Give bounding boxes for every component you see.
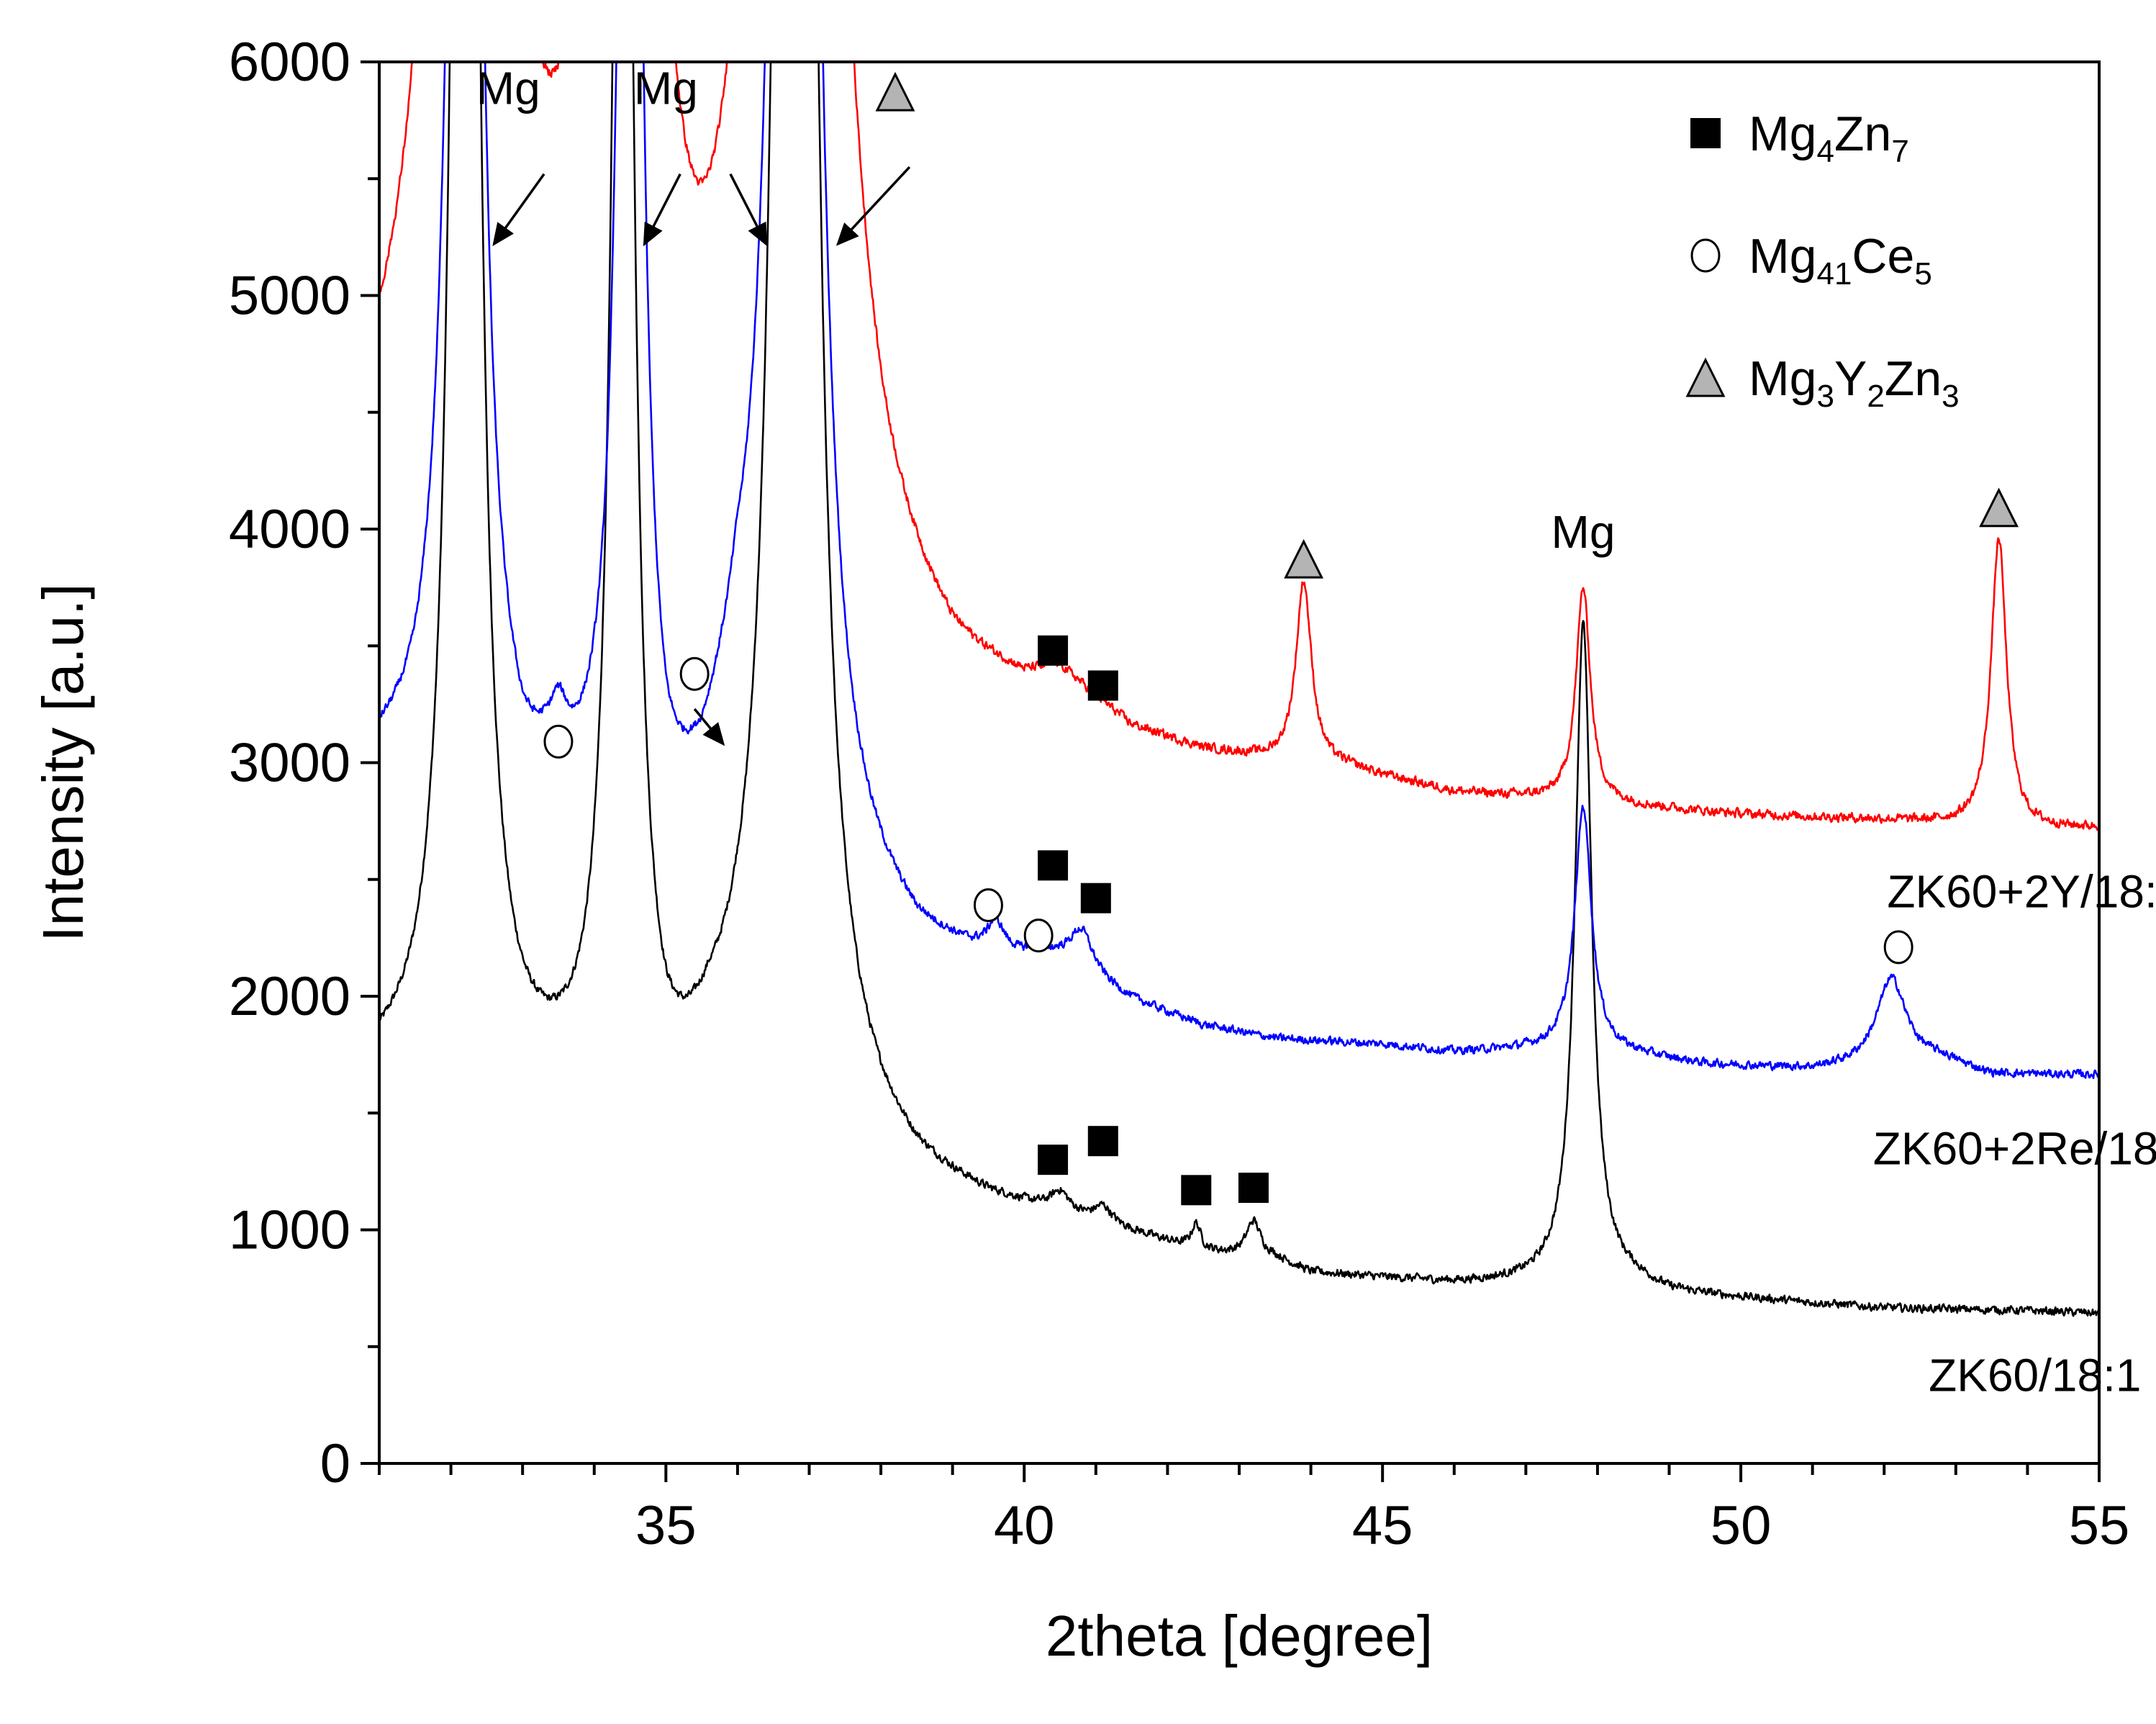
mg4zn7-marker	[1038, 850, 1069, 881]
x-tick-label: 55	[2069, 1495, 2130, 1556]
mg41ce5-marker	[543, 724, 574, 759]
y-axis-title: Intensity [a.u.]	[31, 583, 95, 942]
y-tick-label: 0	[320, 1433, 350, 1494]
ticks-layer	[361, 60, 2101, 1482]
x-tick-label: 35	[635, 1495, 697, 1556]
mg3y2zn3-marker	[875, 71, 915, 112]
mg4zn7-marker	[1038, 1145, 1069, 1175]
y-tick-label: 2000	[229, 966, 350, 1027]
mg4zn7-marker	[1087, 1126, 1118, 1157]
legend-entry-label: Mg41Ce5	[1749, 229, 1932, 292]
series-line	[379, 62, 2099, 832]
legend-entry-label: Mg4Zn7	[1749, 107, 1909, 169]
mg41ce5-marker	[973, 888, 1003, 922]
legend: Mg4Zn7 Mg41Ce5 Mg3Y2Zn3	[1685, 107, 1960, 414]
mg4zn7-marker	[1087, 670, 1118, 701]
mg3y2zn3-marker	[1979, 487, 2019, 528]
mg41ce5-marker	[1883, 930, 1913, 965]
x-axis-title: 2theta [degree]	[1046, 1604, 1433, 1668]
x-tick-label: 40	[994, 1495, 1055, 1556]
annotation-arrow	[835, 166, 911, 246]
series-line	[379, 62, 2099, 1080]
legend-entry-label: Mg3Y2Zn3	[1749, 351, 1960, 414]
y-tick-label: 6000	[229, 32, 350, 93]
x-tick-label: 50	[1711, 1495, 1772, 1556]
annotation-arrow	[729, 173, 768, 247]
annotations: Mg Mg Mg	[476, 62, 2019, 1206]
series-label: ZK60/18:1	[1929, 1349, 2141, 1401]
series-labels: ZK60/18:1 ZK60+2Re/18:1 ZK60+2Y/18:1	[1873, 866, 2156, 1402]
mg4zn7-marker	[1080, 883, 1111, 913]
peak-label-mg: Mg	[1552, 506, 1616, 558]
annotation-arrow	[643, 173, 681, 247]
series-label: ZK60+2Y/18:1	[1887, 866, 2156, 918]
series-line	[379, 62, 2099, 1317]
series-label: ZK60+2Re/18:1	[1873, 1123, 2156, 1175]
peak-label-mg: Mg	[634, 62, 698, 114]
mg41ce5-marker	[679, 656, 710, 691]
mg41ce5-marker	[1023, 919, 1054, 953]
y-tick-label: 1000	[229, 1200, 350, 1261]
mg4zn7-marker	[1238, 1173, 1269, 1204]
peak-label-mg: Mg	[476, 62, 540, 114]
mg4zn7-marker	[1181, 1175, 1212, 1206]
annotation-arrow	[492, 173, 545, 246]
legend-triangle-icon	[1685, 357, 1726, 397]
mg3y2zn3-marker	[1284, 538, 1324, 579]
mg4zn7-marker	[1038, 635, 1069, 666]
y-tick-label: 4000	[229, 499, 350, 560]
annotation-arrow	[693, 708, 725, 746]
legend-circle-icon	[1690, 238, 1721, 273]
x-tick-label: 45	[1352, 1495, 1413, 1556]
tick-labels: 35 40 45 50 55 0 1000 2000 3000 4000 5000 6000	[229, 32, 2129, 1556]
series-layer	[379, 62, 2099, 1317]
y-tick-label: 3000	[229, 733, 350, 794]
y-tick-label: 5000	[229, 266, 350, 327]
legend-square-icon	[1690, 118, 1721, 148]
